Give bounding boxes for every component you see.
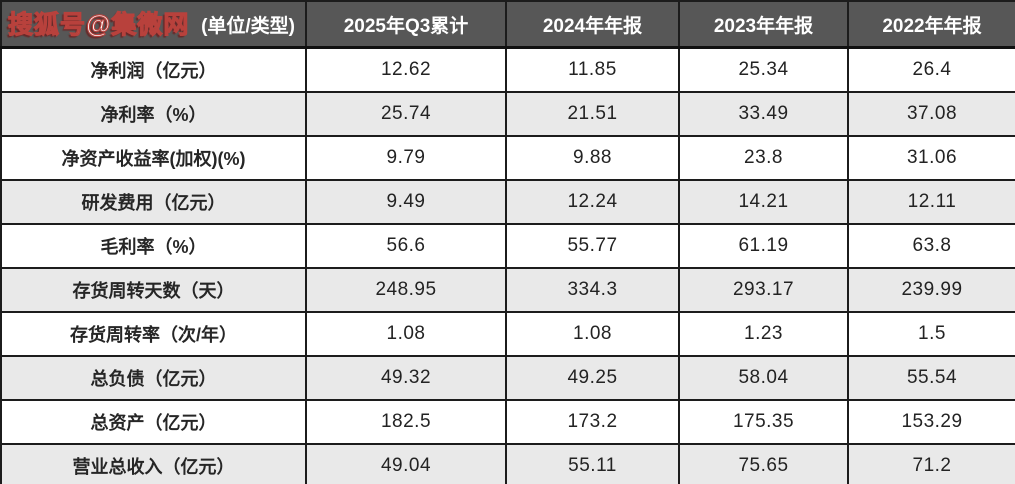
row-label: 存货周转天数（天） <box>0 266 307 313</box>
row-label: 总负债（亿元） <box>0 354 307 401</box>
cell-value: 58.04 <box>678 354 849 401</box>
header-cell-2025-q3: 2025年Q3累计 <box>305 0 507 49</box>
cell-value: 293.17 <box>678 266 849 313</box>
row-label: 总资产（亿元） <box>0 398 307 445</box>
row-label: 存货周转率（次/年） <box>0 310 307 357</box>
cell-value: 49.25 <box>505 354 680 401</box>
cell-value: 49.04 <box>305 442 507 484</box>
cell-value: 26.4 <box>847 46 1015 93</box>
table-row-net-profit: 净利润（亿元） 12.62 11.85 25.34 26.4 <box>0 46 1015 93</box>
cell-value: 55.11 <box>505 442 680 484</box>
cell-value: 61.19 <box>678 222 849 269</box>
table-row-total-liabilities: 总负债（亿元） 49.32 49.25 58.04 55.54 <box>0 354 1015 401</box>
cell-value: 1.5 <box>847 310 1015 357</box>
cell-value: 1.08 <box>305 310 507 357</box>
row-label: 净资产收益率(加权)(%) <box>0 134 307 181</box>
cell-value: 33.49 <box>678 90 849 137</box>
cell-value: 21.51 <box>505 90 680 137</box>
cell-value: 75.65 <box>678 442 849 484</box>
table-header: (单位/类型) 2025年Q3累计 2024年年报 2023年年报 2022年年… <box>0 0 1015 49</box>
cell-value: 9.49 <box>305 178 507 225</box>
cell-value: 71.2 <box>847 442 1015 484</box>
cell-value: 175.35 <box>678 398 849 445</box>
cell-value: 11.85 <box>505 46 680 93</box>
cell-value: 25.74 <box>305 90 507 137</box>
cell-value: 182.5 <box>305 398 507 445</box>
cell-value: 23.8 <box>678 134 849 181</box>
header-cell-metric-unit-type: (单位/类型) <box>0 0 307 49</box>
cell-value: 9.88 <box>505 134 680 181</box>
table-row-inventory-days: 存货周转天数（天） 248.95 334.3 293.17 239.99 <box>0 266 1015 313</box>
cell-value: 153.29 <box>847 398 1015 445</box>
row-label: 净利润（亿元） <box>0 46 307 93</box>
cell-value: 63.8 <box>847 222 1015 269</box>
row-label: 研发费用（亿元） <box>0 178 307 225</box>
row-label: 营业总收入（亿元） <box>0 442 307 484</box>
header-cell-2022-annual: 2022年年报 <box>847 0 1015 49</box>
table-row-total-assets: 总资产（亿元） 182.5 173.2 175.35 153.29 <box>0 398 1015 445</box>
table-row-inventory-turnover: 存货周转率（次/年） 1.08 1.08 1.23 1.5 <box>0 310 1015 357</box>
cell-value: 12.62 <box>305 46 507 93</box>
cell-value: 248.95 <box>305 266 507 313</box>
cell-value: 1.08 <box>505 310 680 357</box>
cell-value: 12.24 <box>505 178 680 225</box>
header-cell-2024-annual: 2024年年报 <box>505 0 680 49</box>
cell-value: 9.79 <box>305 134 507 181</box>
table-body: 净利润（亿元） 12.62 11.85 25.34 26.4 净利率（%） 25… <box>0 46 1015 484</box>
cell-value: 12.11 <box>847 178 1015 225</box>
cell-value: 31.06 <box>847 134 1015 181</box>
cell-value: 49.32 <box>305 354 507 401</box>
header-cell-2023-annual: 2023年年报 <box>678 0 849 49</box>
header-row: (单位/类型) 2025年Q3累计 2024年年报 2023年年报 2022年年… <box>0 0 1015 49</box>
table-row-roe-weighted: 净资产收益率(加权)(%) 9.79 9.88 23.8 31.06 <box>0 134 1015 181</box>
row-label: 净利率（%） <box>0 90 307 137</box>
table-row-net-margin: 净利率（%） 25.74 21.51 33.49 37.08 <box>0 90 1015 137</box>
cell-value: 334.3 <box>505 266 680 313</box>
table-row-rd-expense: 研发费用（亿元） 9.49 12.24 14.21 12.11 <box>0 178 1015 225</box>
cell-value: 239.99 <box>847 266 1015 313</box>
row-label: 毛利率（%） <box>0 222 307 269</box>
cell-value: 1.23 <box>678 310 849 357</box>
table-row-gross-margin: 毛利率（%） 56.6 55.77 61.19 63.8 <box>0 222 1015 269</box>
cell-value: 25.34 <box>678 46 849 93</box>
cell-value: 56.6 <box>305 222 507 269</box>
cell-value: 14.21 <box>678 178 849 225</box>
cell-value: 55.54 <box>847 354 1015 401</box>
table-row-total-revenue: 营业总收入（亿元） 49.04 55.11 75.65 71.2 <box>0 442 1015 484</box>
cell-value: 173.2 <box>505 398 680 445</box>
cell-value: 55.77 <box>505 222 680 269</box>
cell-value: 37.08 <box>847 90 1015 137</box>
